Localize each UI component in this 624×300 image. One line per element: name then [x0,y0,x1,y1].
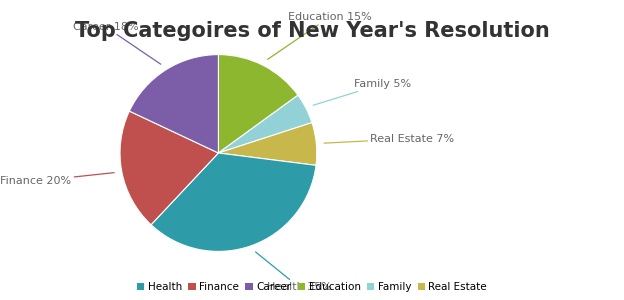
Wedge shape [218,55,298,153]
Text: Finance 20%: Finance 20% [1,173,114,186]
Text: Education 15%: Education 15% [268,12,371,59]
Wedge shape [120,111,218,225]
Wedge shape [218,123,317,165]
Text: Health 35%: Health 35% [256,252,331,292]
Legend: Health, Finance, Career, Education, Family, Real Estate: Health, Finance, Career, Education, Fami… [137,282,487,292]
Text: Top Categoires of New Year's Resolution: Top Categoires of New Year's Resolution [75,21,549,41]
Text: Real Estate 7%: Real Estate 7% [324,134,454,144]
Text: Family 5%: Family 5% [313,79,411,105]
Wedge shape [218,95,312,153]
Wedge shape [129,55,218,153]
Text: Career 18%: Career 18% [72,22,161,64]
Wedge shape [151,153,316,251]
